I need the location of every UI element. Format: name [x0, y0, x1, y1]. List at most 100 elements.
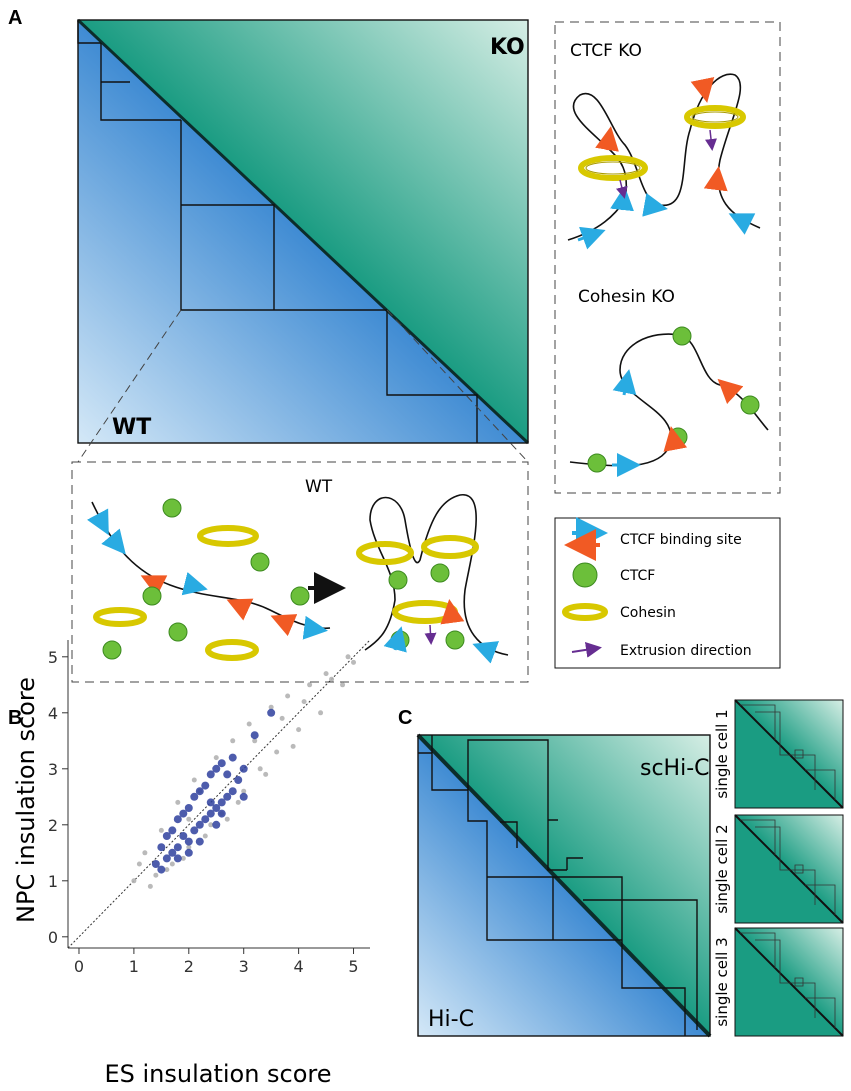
point [164, 867, 170, 873]
point [228, 753, 237, 762]
map-boxes [740, 704, 836, 800]
x-tick-label: 4 [294, 957, 304, 976]
point [268, 704, 274, 710]
point [217, 809, 226, 818]
point [186, 816, 192, 822]
point [235, 799, 241, 805]
point [158, 827, 164, 833]
point [239, 792, 248, 801]
point [184, 804, 193, 812]
map-boxes [740, 819, 836, 915]
point [131, 878, 137, 884]
panel-label: A [8, 7, 22, 29]
single-cell-map: single cell 1 [713, 699, 844, 809]
point [142, 850, 148, 856]
point [267, 708, 276, 717]
y-tick-label: 1 [48, 872, 58, 891]
wt-box [71, 461, 529, 683]
point [263, 771, 269, 777]
point [217, 798, 226, 807]
single-cell-label: single cell 1 [713, 709, 731, 798]
point [224, 816, 230, 822]
point [206, 770, 215, 779]
scatter-plot: 0 1 2 3 4 5 0 1 2 3 4 5 [48, 639, 371, 976]
point [179, 809, 188, 818]
point [184, 848, 193, 857]
point [153, 872, 159, 878]
point [213, 755, 219, 761]
point [340, 682, 346, 688]
point [307, 682, 313, 688]
legend-box [554, 517, 781, 669]
x-tick-label: 1 [129, 957, 139, 976]
x-axis-label: ES insulation score [104, 1060, 331, 1088]
x-tick-label: 5 [348, 957, 358, 976]
point [190, 792, 199, 801]
point [173, 854, 182, 863]
ko-label: KO [490, 35, 525, 60]
point [323, 671, 329, 677]
x-tick-label: 0 [74, 957, 84, 976]
point [162, 832, 171, 840]
map-diagonal [734, 699, 844, 809]
point [274, 749, 280, 755]
ctcf-ko-cartoon [567, 73, 761, 250]
point [252, 738, 258, 744]
single-cell-map: single cell 2 [713, 814, 844, 924]
legend-item: CTCF binding site [620, 532, 742, 548]
legend-symbols [562, 517, 608, 658]
point [157, 843, 166, 852]
point [217, 759, 226, 768]
wt-label: WT [112, 415, 151, 440]
point [195, 787, 204, 796]
ctcf-ko-title: CTCF KO [570, 41, 642, 61]
map-diagonal [734, 927, 844, 1037]
y-tick-label: 2 [48, 816, 58, 835]
map-diagonal [734, 814, 844, 924]
legend-item: Cohesin [620, 605, 676, 621]
point [173, 815, 182, 824]
point [246, 721, 252, 727]
single-cell-label: single cell 3 [713, 937, 731, 1026]
point [345, 654, 351, 660]
point [151, 860, 160, 868]
point [206, 798, 215, 807]
point [212, 804, 221, 812]
point [230, 738, 236, 744]
point [239, 764, 248, 773]
panel-label: B [8, 707, 22, 729]
point [202, 833, 208, 839]
point [208, 822, 214, 828]
point [168, 848, 177, 857]
legend-item: CTCF [620, 568, 655, 584]
point [212, 764, 221, 773]
bulk-label: Hi-C [428, 1007, 474, 1032]
x-tick-label: 3 [239, 957, 249, 976]
single-cell-map: single cell 3 [713, 927, 844, 1037]
point [257, 766, 263, 772]
legend-item: Extrusion direction [620, 643, 752, 659]
point [195, 837, 204, 846]
point [290, 743, 296, 749]
point [168, 826, 177, 835]
y-axis-label: NPC insulation score [12, 677, 40, 923]
y-tick-label: 3 [48, 760, 58, 779]
point [329, 676, 335, 682]
single-cell-label: single cell 2 [713, 824, 731, 913]
point [136, 861, 142, 867]
y-tick-label: 0 [48, 928, 58, 947]
point [186, 844, 192, 850]
point [223, 792, 232, 801]
point [228, 787, 237, 796]
y-tick-label: 4 [48, 704, 58, 723]
point [250, 731, 259, 740]
point [285, 693, 291, 699]
sc-label: scHi-C [640, 756, 710, 781]
point [206, 809, 215, 818]
point [296, 727, 302, 733]
point [223, 770, 232, 779]
x-tick-label: 2 [184, 957, 194, 976]
point [180, 855, 186, 861]
point [351, 659, 357, 665]
